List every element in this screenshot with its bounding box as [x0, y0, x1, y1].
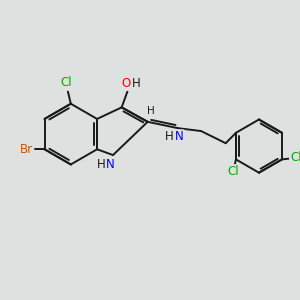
Text: Cl: Cl	[291, 152, 300, 164]
Text: H: H	[164, 130, 173, 143]
Text: N: N	[175, 130, 184, 143]
Text: H: H	[132, 77, 141, 90]
Text: Cl: Cl	[61, 76, 72, 89]
Text: H: H	[97, 158, 105, 171]
Text: Br: Br	[20, 143, 33, 156]
Text: O: O	[122, 77, 130, 90]
Text: H: H	[147, 106, 154, 116]
Text: N: N	[106, 158, 115, 171]
Text: Cl: Cl	[227, 165, 239, 178]
